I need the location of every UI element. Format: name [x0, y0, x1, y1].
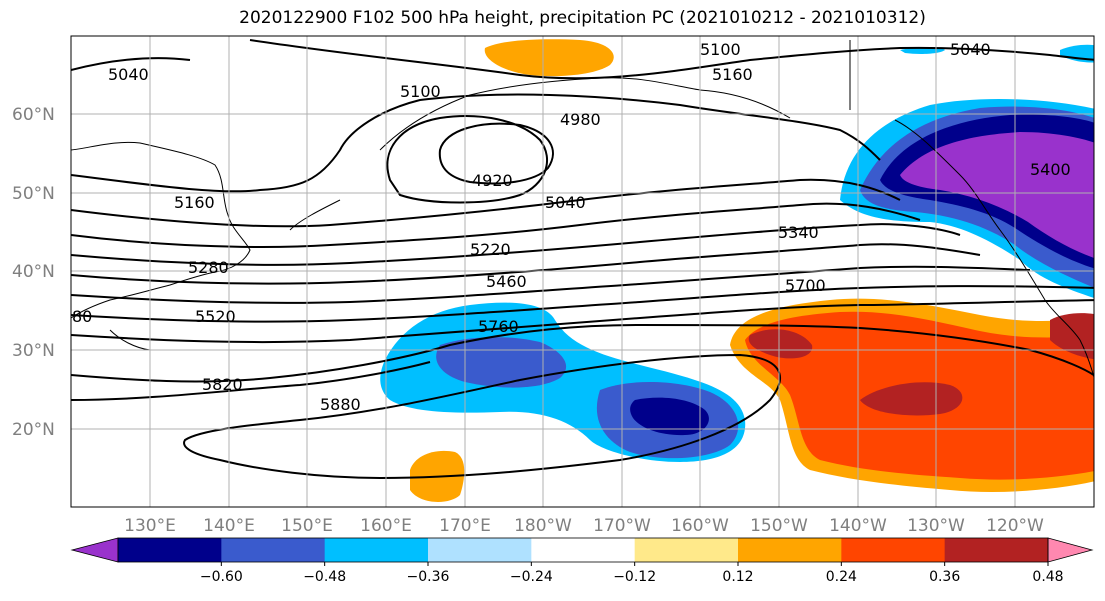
latitude-labels: 60°N 50°N 40°N 30°N 20°N [12, 105, 55, 440]
precipitation-shading [380, 39, 1094, 502]
contour-label: 5340 [778, 223, 819, 242]
map-title: 2020122900 F102 500 hPa height, precipit… [239, 8, 926, 28]
colorbar-tick-label: 0.36 [929, 569, 960, 585]
colorbar-swatch [944, 538, 1049, 562]
colorbar-swatch [118, 538, 222, 562]
contour-label: 5460 [486, 272, 527, 291]
colorbar-tick-label: 0.12 [722, 569, 753, 585]
colorbar-extend-low [70, 537, 119, 563]
contour-label: 5880 [320, 395, 361, 414]
contour-labels: 5040 5100 5100 5160 4980 4920 5040 5040 … [72, 40, 1071, 414]
contour-label: 5220 [470, 240, 511, 259]
map-frame [70, 35, 1095, 508]
lon-label: 150°W [750, 516, 808, 536]
contour-label: 5700 [785, 276, 826, 295]
lon-label: 130°W [907, 516, 965, 536]
colorbar-extend-high [1047, 537, 1094, 563]
lat-label: 30°N [12, 341, 55, 361]
contour-label: 4980 [560, 110, 601, 129]
lat-label: 60°N [12, 105, 55, 125]
lon-label: 170°E [439, 516, 491, 536]
contour-label: 5160 [174, 193, 215, 212]
contour-label: 5040 [950, 40, 991, 59]
colorbar: −0.60 −0.48 −0.36 −0.24 −0.12 0.12 0.24 0.36 0.4… [70, 537, 1094, 585]
colorbar-swatch [324, 538, 429, 562]
colorbar-swatch [221, 538, 326, 562]
colorbar-tick-label: −0.36 [407, 569, 450, 585]
longitude-labels: 130°E 140°E 150°E 160°E 170°E 180°W 170°… [124, 516, 1044, 536]
contour-label: 5160 [712, 65, 753, 84]
colorbar-swatch [738, 538, 842, 562]
lon-label: 140°W [829, 516, 887, 536]
colorbar-frame [117, 537, 1049, 563]
lat-label: 40°N [12, 262, 55, 282]
colorbar-tick-label: 0.24 [826, 569, 857, 585]
contour-label: 5040 [108, 65, 149, 84]
contour-label: 4920 [472, 171, 513, 190]
colorbar-tick-label: −0.60 [200, 569, 243, 585]
lat-label: 50°N [12, 184, 55, 204]
lon-label: 120°W [986, 516, 1044, 536]
lon-label: 130°E [124, 516, 176, 536]
contour-label: 5100 [400, 82, 441, 101]
lon-label: 180°W [514, 516, 572, 536]
lon-label: 160°E [360, 516, 412, 536]
colorbar-tick-label: −0.48 [303, 569, 346, 585]
contour-label: 80 [72, 307, 92, 326]
gridlines [71, 36, 1094, 507]
colorbar-swatch [841, 538, 946, 562]
lon-label: 140°E [203, 516, 255, 536]
lat-label: 20°N [12, 420, 55, 440]
colorbar-swatch [428, 538, 532, 562]
colorbar-tick-label: −0.12 [613, 569, 656, 585]
contour-label: 5760 [478, 317, 519, 336]
lon-label: 150°E [281, 516, 333, 536]
contour-label: 5520 [195, 307, 236, 326]
lon-label: 160°W [671, 516, 729, 536]
colorbar-swatch [634, 538, 739, 562]
height-contours [71, 39, 1094, 480]
contour-label: 5820 [202, 375, 243, 394]
colorbar-tick-label: 0.48 [1032, 569, 1063, 585]
colorbar-swatch [531, 538, 636, 562]
contour-label: 5040 [545, 193, 586, 212]
lon-label: 170°W [593, 516, 651, 536]
contour-label: 5400 [1030, 160, 1071, 179]
colorbar-tick-label: −0.24 [510, 569, 553, 585]
contour-label: 5280 [188, 258, 229, 277]
contour-label: 5100 [700, 40, 741, 59]
